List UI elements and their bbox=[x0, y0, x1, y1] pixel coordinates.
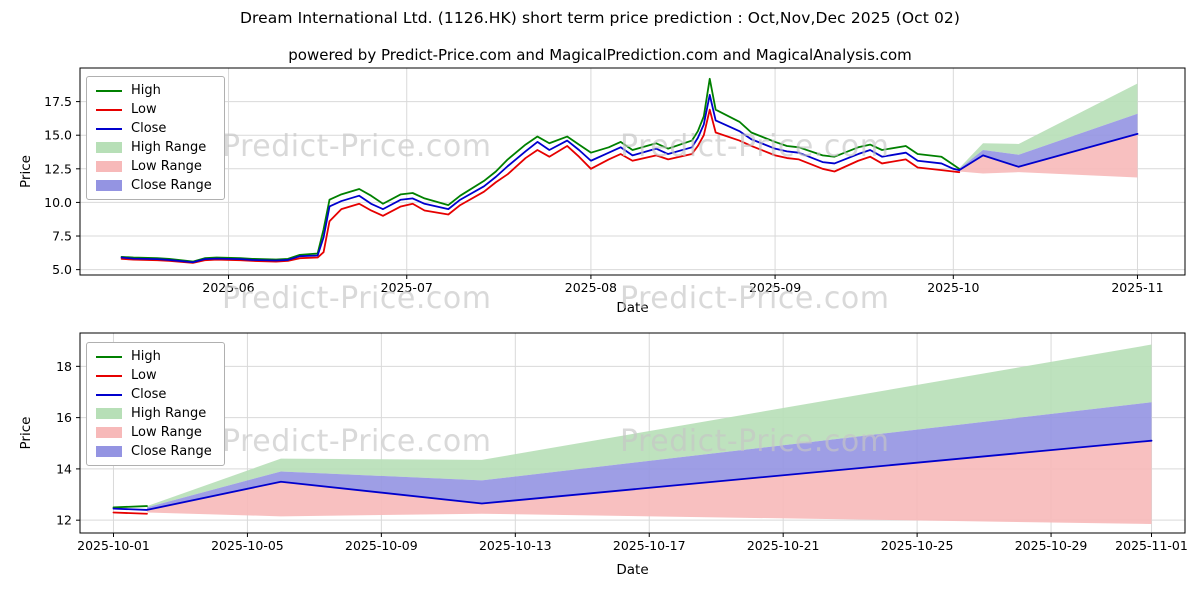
y-tick-label: 17.5 bbox=[44, 94, 72, 109]
legend-line-swatch bbox=[96, 127, 122, 130]
band-high-range bbox=[146, 344, 1152, 508]
legend-label: Close Range bbox=[131, 178, 212, 193]
y-tick-label: 16 bbox=[56, 410, 72, 425]
y-tick-label: 18 bbox=[56, 359, 72, 374]
legend-label: Close Range bbox=[131, 444, 212, 459]
x-tick-label: 2025-10-25 bbox=[881, 538, 954, 553]
legend-patch-swatch bbox=[96, 408, 122, 419]
x-tick-label: 2025-10-05 bbox=[211, 538, 284, 553]
series-high bbox=[120, 77, 961, 263]
legend-top: High Low Close High Range Low Range Close Ran… bbox=[86, 76, 225, 200]
legend-label: High bbox=[131, 349, 161, 364]
legend-patch-swatch bbox=[96, 446, 122, 457]
y-tick-label: 12.5 bbox=[44, 161, 72, 176]
x-axis-label: Date bbox=[616, 300, 648, 316]
legend-label: High Range bbox=[131, 406, 207, 421]
y-tick-label: 14 bbox=[56, 461, 72, 476]
forecast-detail-canvas: 2025-10-01 2025-10-05 2025-10-09 2025-10-13… bbox=[18, 332, 1188, 578]
legend-label: Low Range bbox=[131, 425, 202, 440]
legend-line-swatch bbox=[96, 393, 122, 396]
legend-entry-close: Close bbox=[96, 387, 212, 402]
y-axis-label: Price bbox=[18, 155, 34, 188]
forecast-detail-chart: 2025-10-01 2025-10-05 2025-10-09 2025-10-13… bbox=[0, 318, 1200, 600]
legend-entry-low: Low bbox=[96, 102, 212, 117]
series-close bbox=[112, 439, 1153, 511]
legend-entry-close: Close bbox=[96, 121, 212, 136]
x-tick-label: 2025-10-21 bbox=[747, 538, 820, 553]
legend-entry-low: Low bbox=[96, 368, 212, 383]
band-low-range bbox=[959, 133, 1138, 178]
x-tick-label: 2025-11-01 bbox=[1115, 538, 1188, 553]
y-axis-label: Price bbox=[18, 417, 34, 450]
band-high-range bbox=[959, 83, 1138, 169]
legend-label: High bbox=[131, 83, 161, 98]
legend-label: Low bbox=[131, 102, 157, 117]
legend-label: High Range bbox=[131, 140, 207, 155]
legend-label: Low Range bbox=[131, 159, 202, 174]
legend-entry-close-range: Close Range bbox=[96, 444, 212, 459]
price-history-chart: 2025-06 2025-07 2025-08 2025-09 2025-10 2025-… bbox=[0, 62, 1200, 318]
legend-patch-swatch bbox=[96, 180, 122, 191]
price-history-canvas: 2025-06 2025-07 2025-08 2025-09 2025-10 2025-… bbox=[18, 67, 1186, 316]
y-tick-label: 12 bbox=[56, 513, 72, 528]
x-tick-label: 2025-10-17 bbox=[613, 538, 686, 553]
x-tick-label: 2025-11 bbox=[1111, 280, 1163, 295]
legend-patch-swatch bbox=[96, 427, 122, 438]
series-low bbox=[112, 511, 148, 515]
x-tick-label: 2025-10-29 bbox=[1015, 538, 1088, 553]
x-tick-label: 2025-10-13 bbox=[479, 538, 552, 553]
legend-label: Close bbox=[131, 387, 167, 402]
legend-entry-high-range: High Range bbox=[96, 140, 212, 155]
x-tick-label: 2025-10 bbox=[927, 280, 979, 295]
x-axis-label: Date bbox=[616, 562, 648, 578]
legend-entry-low-range: Low Range bbox=[96, 425, 212, 440]
legend-entry-high: High bbox=[96, 83, 212, 98]
legend-entry-high: High bbox=[96, 349, 212, 364]
band-close-range bbox=[959, 113, 1138, 171]
legend-label: Low bbox=[131, 368, 157, 383]
y-tick-label: 15.0 bbox=[44, 128, 72, 143]
x-tick-label: 2025-10-09 bbox=[345, 538, 418, 553]
series-high bbox=[112, 505, 148, 509]
series-close bbox=[120, 93, 961, 264]
legend-line-swatch bbox=[96, 374, 122, 377]
x-tick-label: 2025-07 bbox=[381, 280, 433, 295]
legend-line-swatch bbox=[96, 355, 122, 358]
legend-entry-low-range: Low Range bbox=[96, 159, 212, 174]
legend-bottom: High Low Close High Range Low Range Close Ran… bbox=[86, 342, 225, 466]
legend-patch-swatch bbox=[96, 161, 122, 172]
x-tick-label: 2025-09 bbox=[749, 280, 801, 295]
plot-frame bbox=[79, 67, 1186, 276]
series-low bbox=[120, 108, 961, 264]
legend-patch-swatch bbox=[96, 142, 122, 153]
band-close-range bbox=[146, 402, 1152, 510]
x-tick-label: 2025-08 bbox=[565, 280, 617, 295]
y-tick-label: 10.0 bbox=[44, 195, 72, 210]
legend-line-swatch bbox=[96, 89, 122, 92]
band-low-range bbox=[146, 440, 1152, 525]
page-title: Dream International Ltd. (1126.HK) short… bbox=[239, 9, 961, 27]
legend-entry-close-range: Close Range bbox=[96, 178, 212, 193]
y-tick-label: 5.0 bbox=[52, 262, 72, 277]
y-tick-label: 7.5 bbox=[52, 229, 72, 244]
legend-line-swatch bbox=[96, 108, 122, 111]
series-close-forecast bbox=[958, 132, 1139, 172]
x-tick-label: 2025-10-01 bbox=[77, 538, 150, 553]
page-subtitle: powered by Predict-Price.com and Magical… bbox=[288, 46, 912, 64]
legend-entry-high-range: High Range bbox=[96, 406, 212, 421]
x-tick-label: 2025-06 bbox=[202, 280, 254, 295]
plot-frame bbox=[79, 332, 1186, 534]
legend-label: Close bbox=[131, 121, 167, 136]
